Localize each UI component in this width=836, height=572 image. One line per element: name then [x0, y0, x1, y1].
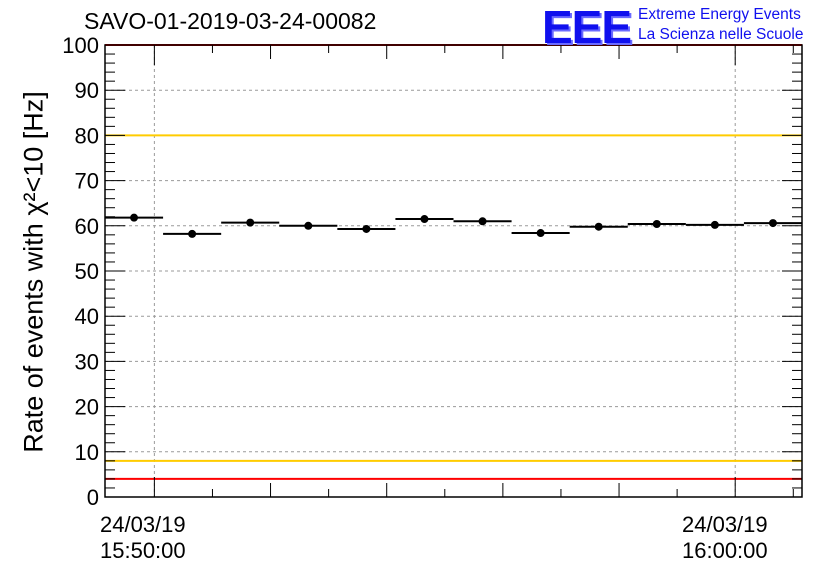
y-tick-label: 30: [75, 349, 99, 374]
x-tick-time-first: 15:50:00: [100, 538, 186, 563]
y-tick-label: 50: [75, 259, 99, 284]
y-tick-labels: 0 10 20 30 40 50 60 70 80 90 100: [62, 33, 99, 510]
data-point: [420, 215, 429, 224]
chart-title: SAVO-01-2019-03-24-00082: [84, 8, 377, 34]
y-tick-label: 90: [75, 78, 99, 103]
y-tick-label: 80: [75, 123, 99, 148]
data-point: [362, 224, 371, 233]
data-series: [105, 213, 802, 238]
reference-lines: [105, 44, 802, 480]
data-point: [710, 220, 719, 229]
data-point: [536, 229, 545, 238]
y-tick-label: 20: [75, 395, 99, 420]
data-point: [652, 219, 661, 228]
logo-line-2: La Scienza nelle Scuole: [638, 26, 804, 43]
eee-logo-letters: EEE: [542, 1, 632, 53]
y-tick-label: 60: [75, 214, 99, 239]
data-point: [768, 219, 777, 228]
data-point: [246, 218, 255, 227]
y-tick-label: 10: [75, 440, 99, 465]
y-tick-label: 40: [75, 304, 99, 329]
y-tick-label: 0: [87, 485, 99, 510]
x-tick-label-last: 24/03/19 16:00:00: [682, 512, 768, 564]
data-point: [594, 222, 603, 231]
x-tick-label-first: 24/03/19 15:50:00: [100, 512, 186, 564]
eee-logo: EEE Extreme Energy Events La Scienza nel…: [542, 1, 832, 53]
data-point: [130, 213, 139, 222]
logo-line-1: Extreme Energy Events: [638, 6, 801, 23]
x-tick-date-first: 24/03/19: [100, 512, 186, 537]
grid-lines: [105, 45, 802, 497]
data-point: [188, 229, 197, 238]
x-tick-date-last: 24/03/19: [682, 512, 768, 537]
x-tick-time-last: 16:00:00: [682, 538, 768, 563]
data-point: [304, 221, 313, 230]
plot-frame: [104, 44, 803, 498]
data-point: [478, 217, 487, 226]
y-tick-label: 100: [62, 33, 99, 58]
y-axis-label: Rate of events with χ²<10 [Hz]: [18, 91, 49, 453]
y-tick-label: 70: [75, 169, 99, 194]
